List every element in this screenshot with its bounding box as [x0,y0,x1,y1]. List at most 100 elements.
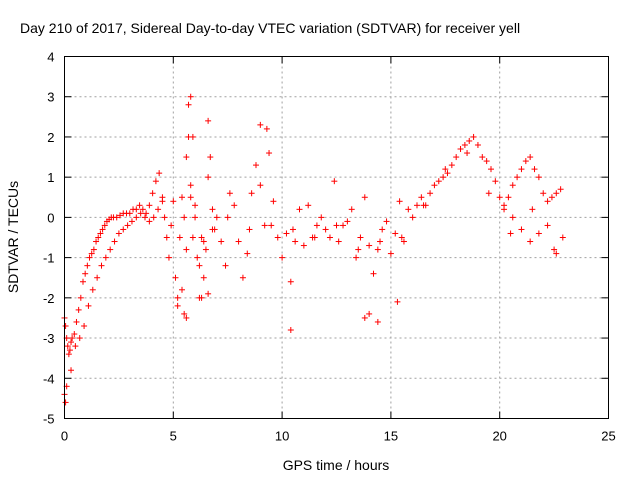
data-point [246,226,253,233]
data-point [200,274,207,281]
data-point [279,254,286,261]
data-point [152,178,159,185]
data-point [296,206,303,213]
data-point [333,222,340,229]
data-point [189,234,196,241]
data-point [300,242,307,249]
data-point [289,226,296,233]
data-point [357,234,364,241]
data-point [431,182,438,189]
data-point [183,314,190,321]
data-point [453,154,460,161]
y-axis-tick-labels: -5 -4 -3 -2 -1 0 1 2 3 4 [43,50,55,427]
data-point [535,230,542,237]
data-point [263,125,270,132]
data-point [189,133,196,140]
data-point [218,238,225,245]
data-point [111,238,118,245]
data-point [69,335,76,342]
data-point [355,246,362,253]
data-point [82,270,89,277]
data-point [194,254,201,261]
data-point [183,154,190,161]
data-point [479,154,486,161]
data-point [544,198,551,205]
data-point [501,202,508,209]
data-point [68,339,75,346]
data-point [420,202,427,209]
data-point [192,202,199,209]
data-point [176,234,183,241]
data-point [257,182,264,189]
data-point [414,202,421,209]
data-point [418,194,425,201]
data-point [126,210,133,217]
data-point [366,242,373,249]
data-point [146,202,153,209]
data-point [85,302,92,309]
data-point [143,210,150,217]
y-tick-label: 0 [47,210,54,225]
data-point [435,178,442,185]
data-point [409,214,416,221]
data-point [187,182,194,189]
data-point [101,222,108,229]
data-point [239,274,246,281]
data-point [326,234,333,241]
data-point [287,327,294,334]
data-point [213,214,220,221]
data-point [474,141,481,148]
data-point [73,318,80,325]
y-tick-label: -3 [43,331,55,346]
data-point [507,230,514,237]
data-point [518,166,525,173]
data-point [331,178,338,185]
data-point [202,246,209,253]
data-point [205,290,212,297]
data-point [181,310,188,317]
data-point [142,214,149,221]
data-point [448,162,455,169]
data-point [93,238,100,245]
data-point [544,222,551,229]
data-point [65,351,72,358]
data-point [99,226,106,233]
data-point [535,174,542,181]
y-tick-label: 2 [47,130,54,145]
data-point [75,306,82,313]
data-point [492,178,499,185]
y-tick-label: 1 [47,170,54,185]
data-point [107,246,114,253]
data-point [95,234,102,241]
data-point [159,198,166,205]
data-point [427,190,434,197]
data-point [88,250,95,257]
data-point [470,133,477,140]
data-point [205,117,212,124]
data-point [174,294,181,301]
data-point [509,182,516,189]
data-point [68,367,75,374]
data-point [76,335,83,342]
data-point [531,166,538,173]
data-point [179,286,186,293]
data-point [466,137,473,144]
data-point [553,190,560,197]
data-point [305,202,312,209]
data-point [79,278,86,285]
data-point [150,214,157,221]
data-point [405,206,412,213]
data-point [387,250,394,257]
data-point [174,302,181,309]
data-point [209,206,216,213]
data-point [529,206,536,213]
data-point [392,230,399,237]
y-tick-label: -1 [43,251,55,266]
data-point [165,254,172,261]
data-point [77,294,84,301]
data-point [90,246,97,253]
data-point [292,238,299,245]
data-point [361,194,368,201]
x-tick-label: 0 [61,429,68,444]
data-point [94,274,101,281]
